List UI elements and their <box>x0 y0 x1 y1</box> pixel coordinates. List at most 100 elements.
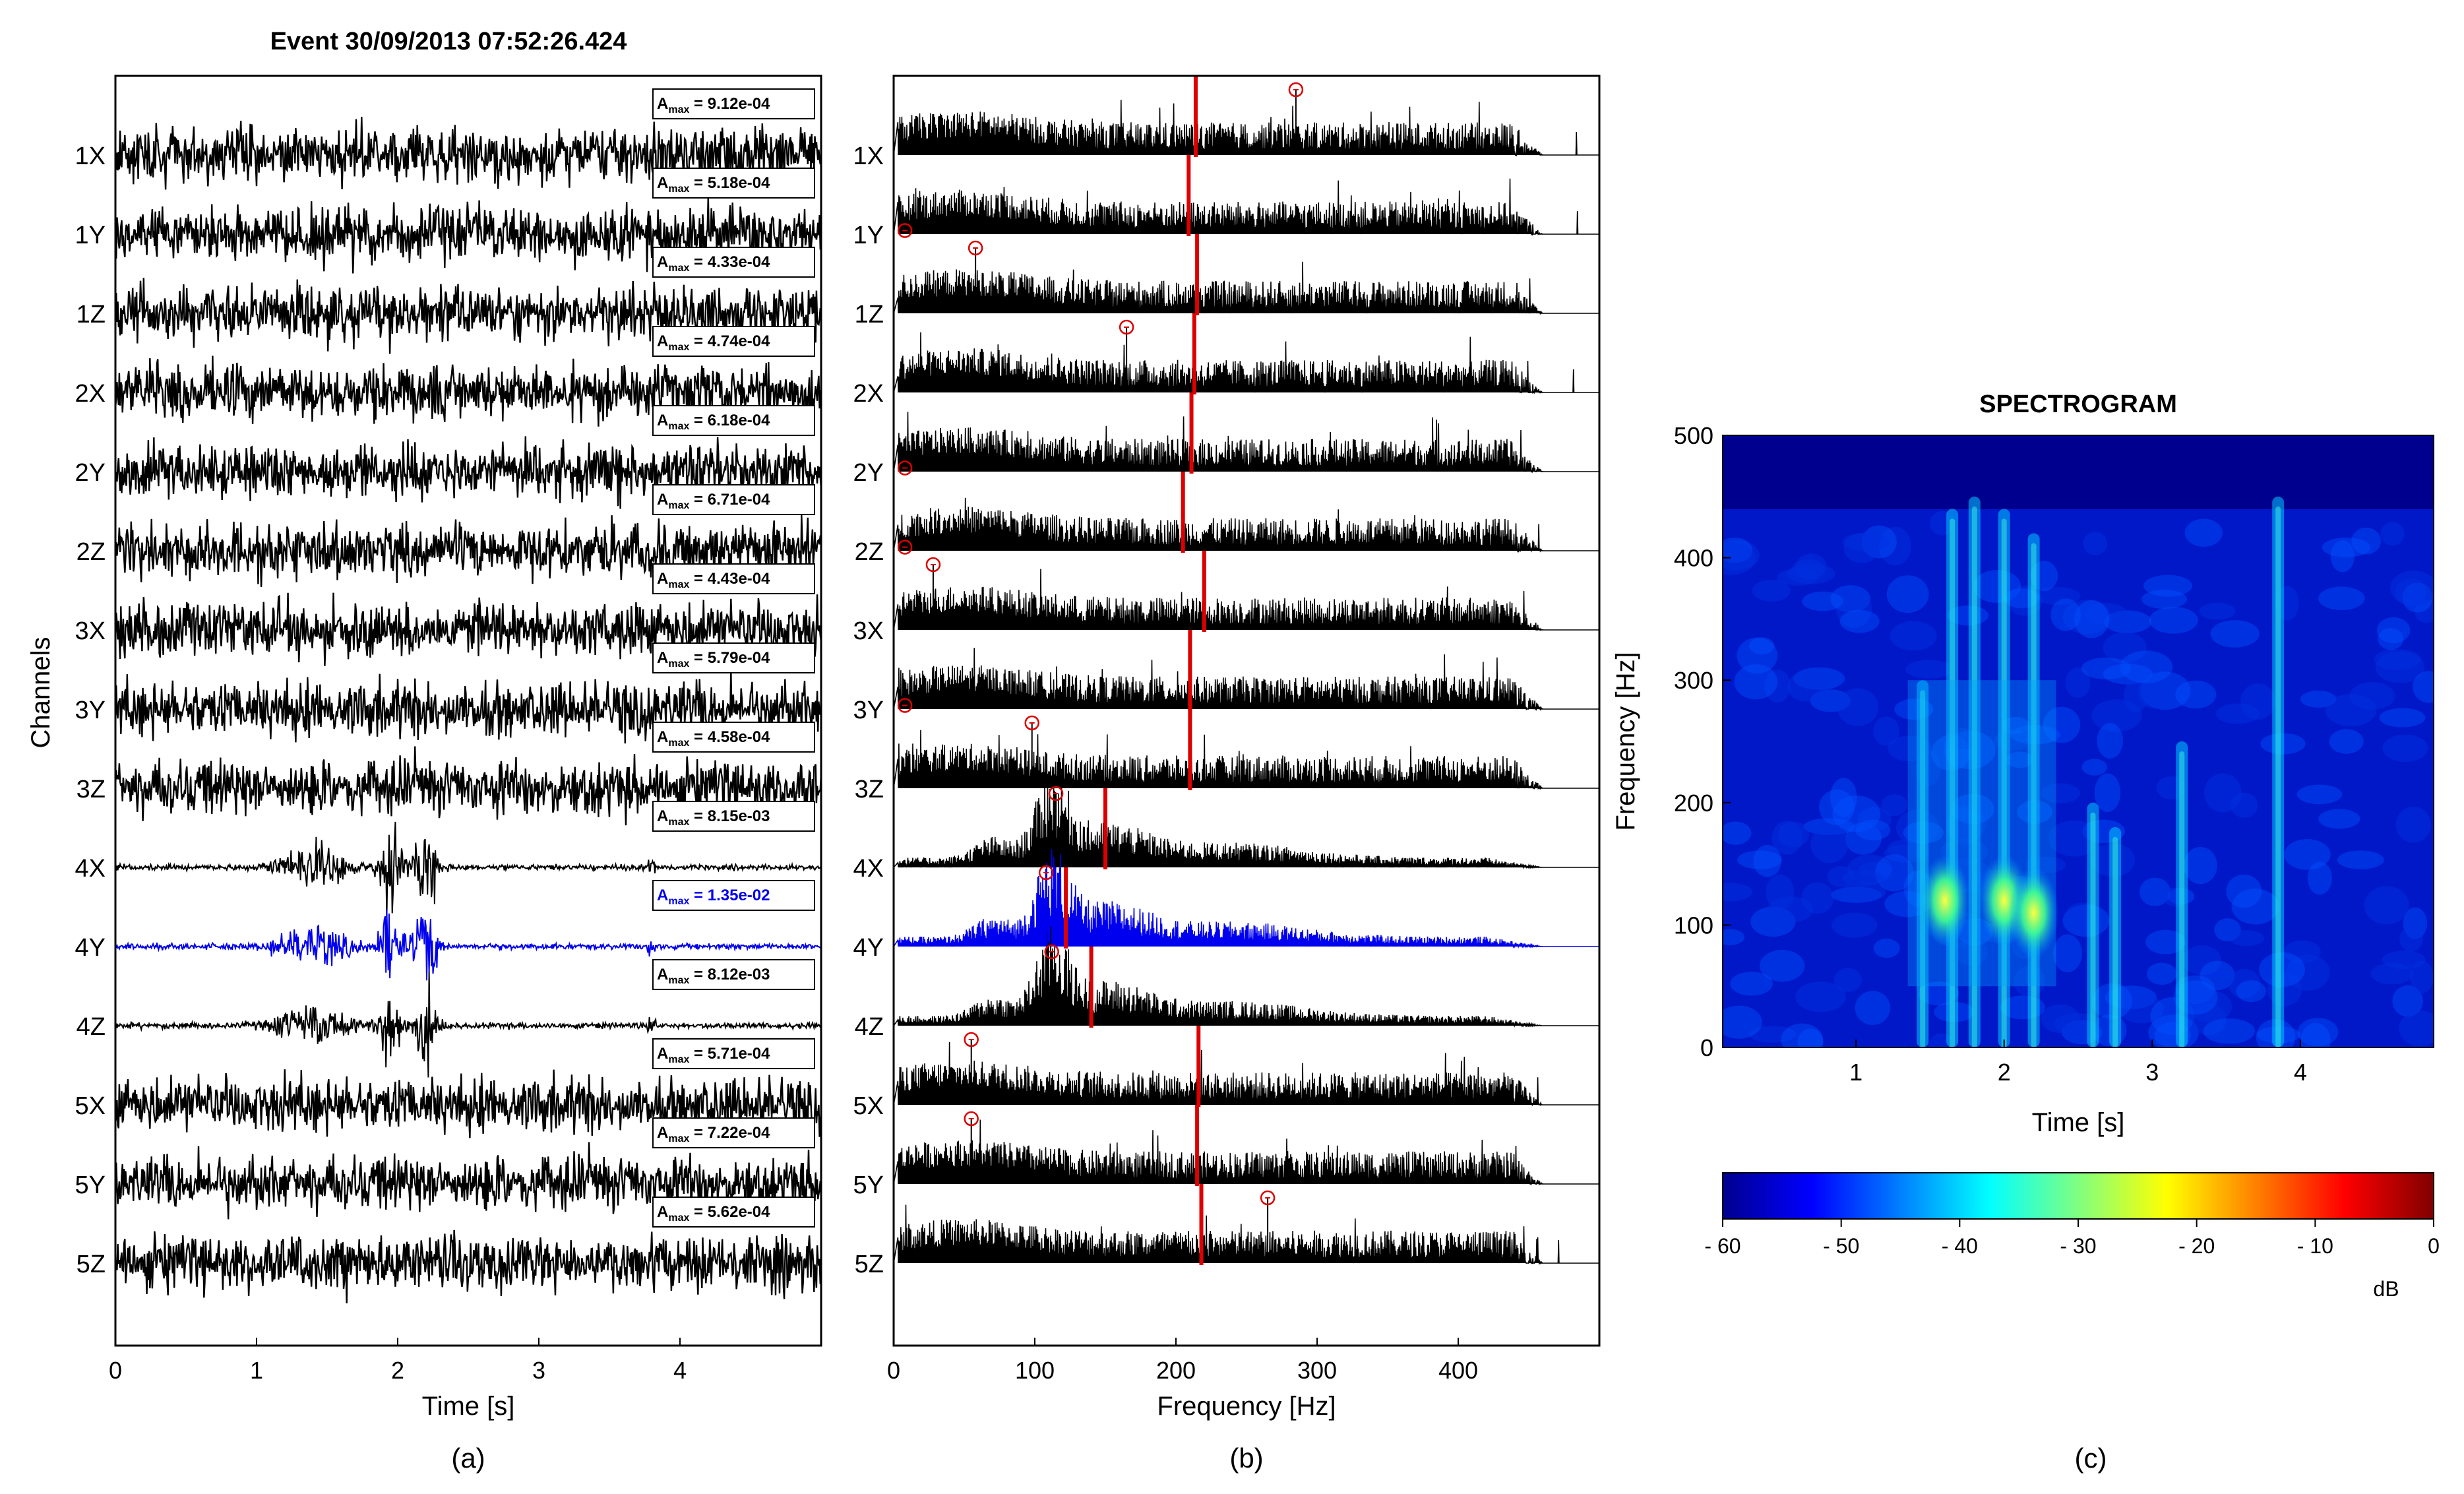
panel-b-markers <box>897 76 1304 1265</box>
trace-1Z-time <box>114 278 822 354</box>
spectrum-1Y <box>893 178 1599 237</box>
spectrogram-texture <box>2392 985 2423 1017</box>
spectrum-3X <box>893 569 1599 631</box>
spectrogram-texture <box>2097 723 2124 759</box>
spectrogram-texture <box>1723 883 1753 902</box>
spectrogram-texture <box>2318 586 2365 610</box>
amax-box-5Y <box>652 1117 815 1148</box>
y-tick-label-c-500: 500 <box>1674 422 1713 449</box>
spectrogram-texture <box>2228 969 2261 999</box>
spectrogram-texture <box>2103 664 2153 685</box>
spectrogram-texture <box>2175 680 2217 709</box>
spectrogram-texture <box>2286 954 2330 991</box>
channel-label-b-3Z: 3Z <box>855 776 884 803</box>
trace-1Y-time <box>114 197 822 274</box>
spectrogram-texture <box>2300 1022 2331 1047</box>
spectrogram-texture <box>2148 1014 2199 1047</box>
hot-spot-2 <box>1919 854 1970 947</box>
spectrogram-texture <box>1787 671 1824 702</box>
spectrogram-texture <box>1830 778 1857 817</box>
spectrogram-texture <box>2065 667 2091 699</box>
panel-a-amax-boxes: Amax = 9.12e-04 Amax = 5.18e-04 Amax = 4.3… <box>652 88 815 1228</box>
spectrogram-texture <box>2380 522 2405 546</box>
y-tick-label-c-0: 0 <box>1700 1034 1713 1061</box>
spectrogram-texture <box>2094 773 2121 813</box>
spectrogram-texture <box>1881 794 1908 817</box>
spectrogram-texture <box>2395 806 2431 843</box>
spectrogram-texture <box>2399 926 2424 952</box>
energy-band-7 <box>2176 741 2188 1047</box>
channel-label-b-5X: 5X <box>853 1092 884 1120</box>
channel-label-a-4Y: 4Y <box>75 934 106 962</box>
spectrogram-texture <box>2307 861 2332 895</box>
amax-text-1Y: Amax = 5.18e-04 <box>657 174 770 195</box>
amax-text-4X: Amax = 8.15e-03 <box>657 807 770 828</box>
panel-b: 1X 1Y 1Z 2X 2Y 2Z 3X 3Y 3Z 4X 4Y 4Z 5X 5Y 5Z 0 100 200 30… <box>853 75 1601 1474</box>
spectrogram-axes <box>1722 435 2434 1048</box>
spectrogram-texture <box>2349 682 2395 710</box>
spectrogram-texture <box>1837 688 1879 726</box>
spectrum-5X <box>893 1042 1599 1107</box>
energy-band-5 <box>2087 802 2099 1047</box>
peak-marker-5X <box>964 1032 979 1047</box>
x-tick-label-b-300: 300 <box>1297 1357 1337 1384</box>
spectrogram-texture <box>2409 960 2434 994</box>
spectrum-4Z <box>893 926 1599 1028</box>
spectrogram-texture <box>1723 542 1756 575</box>
amax-text-2Y: Amax = 6.18e-04 <box>657 412 770 432</box>
amax-box-1Z <box>652 247 815 278</box>
spectrogram-texture <box>2330 540 2355 573</box>
spectrogram-texture <box>2118 995 2165 1024</box>
spectrogram-texture <box>1764 669 1791 703</box>
peak-marker-5Z <box>1260 1190 1276 1206</box>
spectrogram-texture <box>1875 854 1914 892</box>
spectrogram-texture <box>2143 575 2193 597</box>
spectrogram-texture <box>2203 773 2242 813</box>
spectrum-4X <box>893 774 1599 870</box>
spectrogram-texture <box>2053 934 2082 973</box>
x-tick-label-a-3: 3 <box>532 1357 545 1384</box>
spectrogram-texture <box>2188 990 2233 1023</box>
amax-box-1X <box>652 88 815 119</box>
y-tick-label-c-300: 300 <box>1674 667 1713 694</box>
spectrogram-texture <box>1830 585 1870 613</box>
x-tick-label-a-4: 4 <box>673 1357 687 1384</box>
energy-band-core-7 <box>2179 751 2185 1047</box>
x-tick-label-c-3: 3 <box>2145 1059 2159 1086</box>
spectrogram-texture <box>2139 877 2171 906</box>
energy-band-core-5 <box>2090 812 2096 1047</box>
amax-text-1Z: Amax = 4.33e-04 <box>657 253 770 274</box>
spectrum-4Y <box>893 849 1599 949</box>
colorbar-tick-label: 0 <box>2428 1234 2440 1258</box>
energy-band-8 <box>2272 496 2285 1047</box>
spectrogram-texture <box>2138 676 2170 708</box>
spectrogram-texture <box>2236 980 2267 1003</box>
spectrogram-texture <box>2325 694 2377 727</box>
spectrogram-texture <box>1855 819 1891 841</box>
peak-marker-3Z <box>1024 715 1039 731</box>
amax-box-4X <box>652 801 815 832</box>
spectrogram-texture <box>2402 582 2433 613</box>
channel-label-b-3X: 3X <box>853 617 884 645</box>
channel-label-b-2Y: 2Y <box>853 459 884 487</box>
spectrogram-texture <box>2182 945 2222 976</box>
panel-a: Event 30/09/2013 07:52:26.424 Amax = 9.1… <box>26 28 822 1474</box>
x-tick-label-a-1: 1 <box>250 1357 263 1384</box>
spectrogram-texture <box>2184 518 2223 547</box>
channel-label-a-5Z: 5Z <box>77 1251 106 1278</box>
spectrogram-texture <box>2141 590 2188 609</box>
spectrogram-texture <box>2413 671 2434 703</box>
channel-label-a-5X: 5X <box>75 1092 106 1120</box>
spectrogram-background <box>1723 435 2434 1047</box>
spectrogram-texture <box>1771 821 1803 855</box>
spectrogram-texture <box>1723 1005 1762 1039</box>
amax-text-4Z: Amax = 8.12e-03 <box>657 966 770 986</box>
amax-box-3X <box>652 563 815 594</box>
spectrogram-texture <box>1723 821 1752 845</box>
energy-band-core-8 <box>2275 506 2281 1047</box>
channel-label-a-4X: 4X <box>75 855 106 883</box>
spectrogram-texture <box>2297 1018 2339 1047</box>
spectrogram-texture <box>2184 847 2217 885</box>
spectrogram-texture <box>2191 1003 2227 1036</box>
panel-a-x-ticks: 0 1 2 3 4 <box>109 1338 687 1384</box>
